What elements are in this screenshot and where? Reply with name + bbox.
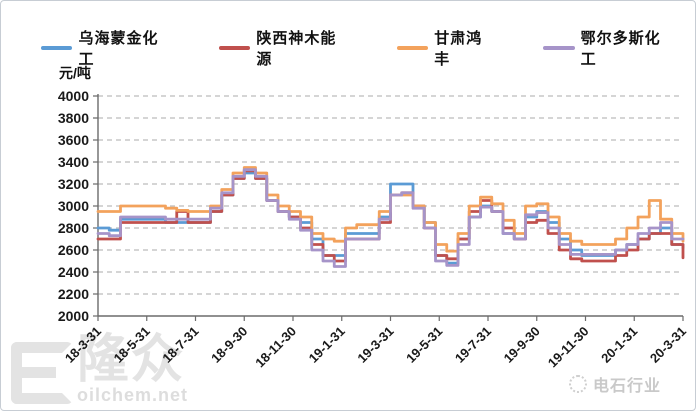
- y-axis-unit-label: 元/吨: [59, 65, 91, 81]
- legend-label: 乌海蒙金化工: [78, 30, 159, 68]
- legend-label: 甘肃鸿丰: [434, 30, 483, 68]
- legend-item-3: 鄂尔多斯化工: [543, 27, 675, 69]
- legend-swatch-icon: [396, 46, 429, 50]
- legend-swatch-icon: [41, 46, 73, 50]
- legend-label: 陕西神木能源: [256, 30, 337, 68]
- x-axis-label: 20-3-31: [647, 324, 689, 366]
- legend-swatch-icon: [218, 46, 251, 50]
- x-axis-label: 18-3-31: [62, 324, 104, 366]
- x-axis-label: 18-5-31: [111, 324, 153, 366]
- dianshi-watermark: 电石行业: [568, 372, 661, 396]
- x-axis-label: 18-9-30: [208, 324, 250, 366]
- legend-label: 鄂尔多斯化工: [580, 30, 661, 68]
- series-line-3: [96, 168, 685, 268]
- x-axis-label: 19-7-31: [452, 324, 494, 366]
- x-axis-label: 20-1-31: [598, 324, 640, 366]
- y-axis-label: 3400: [58, 154, 89, 170]
- series-line-2: [96, 166, 685, 253]
- legend-swatch-icon: [543, 46, 575, 50]
- legend-item-0: 乌海蒙金化工: [41, 27, 173, 69]
- legend-item-2: 甘肃鸿丰: [396, 27, 497, 69]
- y-axis-label: 2000: [58, 308, 89, 324]
- y-axis-label: 2600: [58, 242, 89, 258]
- x-axis-label: 19-3-31: [354, 324, 396, 366]
- legend-item-1: 陕西神木能源: [218, 27, 351, 69]
- y-axis-label: 2800: [58, 220, 89, 236]
- dianshi-watermark-icon: [568, 375, 587, 393]
- x-axis-label: 19-1-31: [306, 324, 348, 366]
- y-axis-label: 3000: [58, 198, 89, 214]
- y-axis-label: 3200: [58, 176, 89, 192]
- oilchem-logo-icon: [11, 342, 73, 404]
- y-axis-label: 3800: [58, 110, 89, 126]
- chart-legend: 乌海蒙金化工 陕西神木能源 甘肃鸿丰 鄂尔多斯化工: [41, 27, 675, 69]
- oilchem-watermark: 隆众 oilchem.net: [11, 334, 188, 404]
- dianshi-watermark-text: 电石行业: [592, 378, 661, 395]
- y-axis-label: 4000: [58, 88, 89, 104]
- x-axis-label: 19-11-30: [545, 324, 592, 371]
- x-axis-label: 19-5-31: [403, 324, 445, 366]
- x-axis-label: 18-7-31: [159, 324, 201, 366]
- x-axis-label: 19-9-30: [501, 324, 543, 366]
- y-axis-label: 2200: [58, 286, 89, 302]
- y-axis-label: 2400: [58, 264, 89, 280]
- oilchem-logo-text: 隆众: [77, 331, 186, 389]
- oilchem-logo-sub: oilchem.net: [77, 385, 189, 405]
- x-axis-label: 18-11-30: [252, 324, 299, 371]
- y-axis-label: 3600: [58, 132, 89, 148]
